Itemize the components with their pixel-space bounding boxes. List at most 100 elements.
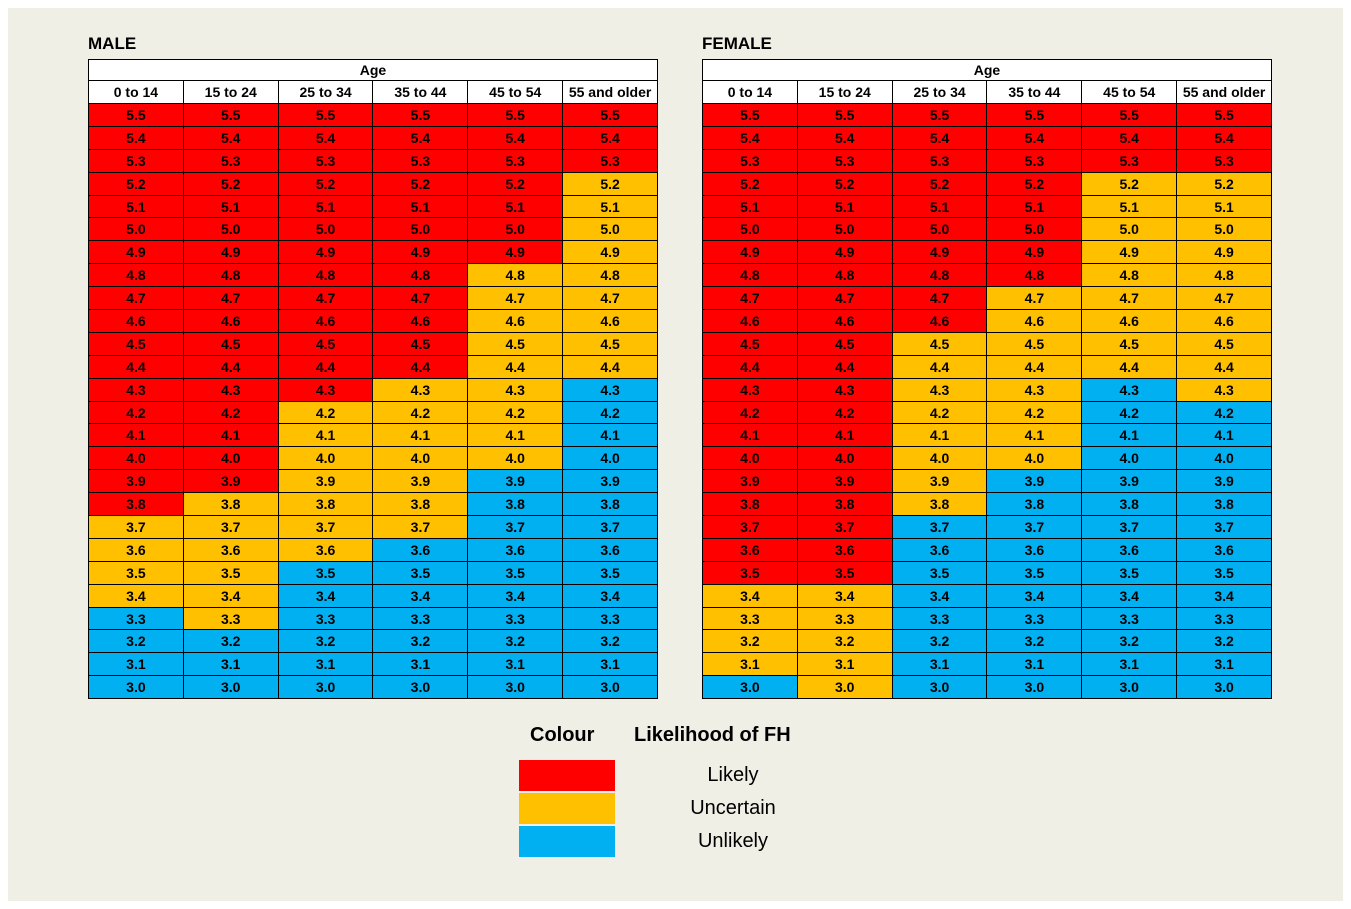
- data-row: 4.3 4.3 4.3 4.3 4.3 4.3: [702, 377, 1272, 402]
- cell: 5.0: [182, 217, 279, 242]
- cell: 3.5: [372, 560, 469, 585]
- cell: 3.4: [796, 583, 893, 608]
- data-row: 4.6 4.6 4.6 4.6 4.6 4.6: [702, 309, 1272, 333]
- cell: 4.6: [562, 309, 658, 333]
- cell: 4.3: [891, 377, 988, 402]
- cell: 4.7: [562, 286, 658, 311]
- cell: 3.9: [986, 469, 1083, 494]
- column-header: 15 to 24: [182, 80, 279, 104]
- cell: 4.9: [796, 240, 893, 265]
- cell: 4.2: [986, 400, 1083, 425]
- cell: 3.8: [702, 492, 798, 517]
- cell: 3.6: [986, 537, 1083, 562]
- data-row: 5.1 5.1 5.1 5.1 5.1 5.1: [702, 194, 1272, 219]
- column-header: 35 to 44: [372, 80, 469, 104]
- cell: 4.1: [891, 423, 988, 448]
- cell: 3.5: [467, 560, 564, 585]
- cell: 3.4: [702, 583, 798, 608]
- cell: 3.7: [88, 515, 184, 539]
- cell: 3.4: [1081, 583, 1178, 608]
- cell: 3.7: [1081, 515, 1178, 539]
- cell: 5.2: [702, 171, 798, 196]
- cell: 5.1: [796, 194, 893, 219]
- cell: 3.4: [182, 583, 279, 608]
- cell: 3.0: [277, 675, 374, 700]
- cell: 3.2: [1081, 629, 1178, 654]
- cell: 4.6: [702, 309, 798, 333]
- data-row: 4.8 4.8 4.8 4.8 4.8 4.8: [702, 263, 1272, 288]
- cell: 5.3: [277, 148, 374, 173]
- cell: 4.9: [372, 240, 469, 265]
- cell: 5.3: [891, 148, 988, 173]
- cell: 5.4: [372, 125, 469, 150]
- cell: 5.0: [986, 217, 1083, 242]
- cell: 4.8: [182, 263, 279, 288]
- cell: 3.8: [986, 492, 1083, 517]
- cell: 3.4: [562, 583, 658, 608]
- cell: 3.0: [1081, 675, 1178, 700]
- cell: 5.1: [702, 194, 798, 219]
- cell: 3.9: [562, 469, 658, 494]
- cell: 3.0: [702, 675, 798, 700]
- column-header: 25 to 34: [277, 80, 374, 104]
- cell: 5.2: [891, 171, 988, 196]
- data-row: 5.0 5.0 5.0 5.0 5.0 5.0: [702, 217, 1272, 242]
- cell: 3.1: [1081, 652, 1178, 677]
- cell: 3.9: [467, 469, 564, 494]
- cell: 4.4: [372, 354, 469, 379]
- cell: 4.3: [372, 377, 469, 402]
- cell: 3.0: [372, 675, 469, 700]
- cell: 3.5: [88, 560, 184, 585]
- cell: 5.5: [372, 103, 469, 127]
- cell: 5.0: [796, 217, 893, 242]
- cell: 3.9: [891, 469, 988, 494]
- cell: 3.7: [891, 515, 988, 539]
- data-row: 5.5 5.5 5.5 5.5 5.5 5.5: [88, 103, 658, 127]
- cell: 5.1: [372, 194, 469, 219]
- cell: 3.1: [372, 652, 469, 677]
- cell: 3.0: [467, 675, 564, 700]
- cell: 3.2: [796, 629, 893, 654]
- cell: 4.1: [182, 423, 279, 448]
- cell: 3.5: [702, 560, 798, 585]
- cell: 5.0: [702, 217, 798, 242]
- cell: 3.3: [891, 606, 988, 631]
- cell: 3.1: [702, 652, 798, 677]
- cell: 4.4: [182, 354, 279, 379]
- cell: 5.4: [182, 125, 279, 150]
- cell: 3.7: [1176, 515, 1272, 539]
- data-row: 4.7 4.7 4.7 4.7 4.7 4.7: [702, 286, 1272, 311]
- cell: 4.9: [702, 240, 798, 265]
- data-row: 4.6 4.6 4.6 4.6 4.6 4.6: [88, 309, 658, 333]
- cell: 3.6: [277, 537, 374, 562]
- cell: 4.4: [562, 354, 658, 379]
- data-row: 3.7 3.7 3.7 3.7 3.7 3.7: [88, 515, 658, 539]
- cell: 3.3: [702, 606, 798, 631]
- cell: 3.8: [88, 492, 184, 517]
- cell: 4.3: [796, 377, 893, 402]
- cell: 3.4: [986, 583, 1083, 608]
- data-table: Age 0 to 14 15 to 24 25 to 34 35 to 44 45 to …: [88, 59, 658, 700]
- cell: 4.2: [796, 400, 893, 425]
- cell: 4.1: [372, 423, 469, 448]
- cell: 4.7: [796, 286, 893, 311]
- table-block: MALE Age 0 to 14 15 to 24 25 to 34 35 to 44 45…: [88, 34, 658, 700]
- data-row: 5.3 5.3 5.3 5.3 5.3 5.3: [702, 148, 1272, 173]
- cell: 3.3: [1081, 606, 1178, 631]
- cell: 4.4: [1176, 354, 1272, 379]
- cell: 3.9: [702, 469, 798, 494]
- cell: 4.2: [372, 400, 469, 425]
- cell: 5.5: [796, 103, 893, 127]
- cell: 3.7: [796, 515, 893, 539]
- legend-header: Likelihood of FH: [634, 724, 791, 746]
- cell: 5.4: [88, 125, 184, 150]
- cell: 5.0: [1081, 217, 1178, 242]
- column-header: 0 to 14: [702, 80, 798, 104]
- cell: 4.4: [1081, 354, 1178, 379]
- column-header: 15 to 24: [796, 80, 893, 104]
- cell: 4.7: [1081, 286, 1178, 311]
- cell: 3.9: [372, 469, 469, 494]
- data-row: 5.2 5.2 5.2 5.2 5.2 5.2: [702, 171, 1272, 196]
- cell: 4.7: [1176, 286, 1272, 311]
- legend-label: Uncertain: [690, 797, 776, 819]
